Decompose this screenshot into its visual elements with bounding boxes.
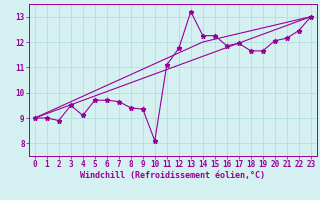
X-axis label: Windchill (Refroidissement éolien,°C): Windchill (Refroidissement éolien,°C)	[80, 171, 265, 180]
